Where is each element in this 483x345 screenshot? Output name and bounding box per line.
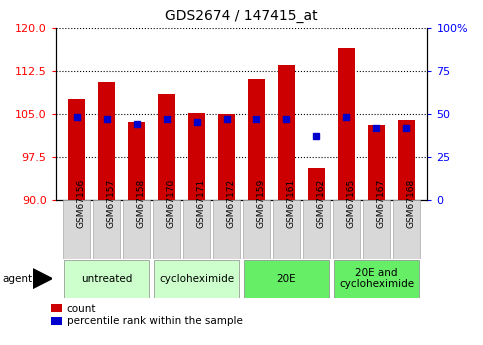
- Text: GSM67161: GSM67161: [286, 178, 296, 228]
- Bar: [363, 200, 390, 259]
- Text: GSM67158: GSM67158: [137, 178, 145, 228]
- Text: GSM67168: GSM67168: [407, 178, 415, 228]
- Bar: [393, 200, 420, 259]
- Legend: count, percentile rank within the sample: count, percentile rank within the sample: [51, 304, 242, 326]
- Bar: [243, 259, 329, 298]
- Text: GSM67172: GSM67172: [227, 178, 236, 228]
- Text: GSM67162: GSM67162: [316, 178, 326, 228]
- Bar: [158, 94, 175, 200]
- Text: GSM67170: GSM67170: [167, 178, 175, 228]
- Bar: [273, 200, 300, 259]
- Bar: [368, 125, 385, 200]
- Bar: [68, 99, 85, 200]
- Bar: [243, 200, 270, 259]
- Bar: [63, 200, 90, 259]
- Text: GSM67167: GSM67167: [376, 178, 385, 228]
- Text: GSM67156: GSM67156: [76, 178, 85, 228]
- Bar: [334, 259, 419, 298]
- Bar: [93, 200, 120, 259]
- Bar: [128, 122, 145, 200]
- Bar: [183, 200, 210, 259]
- Polygon shape: [33, 269, 52, 288]
- Text: GDS2674 / 147415_at: GDS2674 / 147415_at: [165, 9, 318, 23]
- Text: cycloheximide: cycloheximide: [159, 274, 234, 284]
- Bar: [338, 48, 355, 200]
- Bar: [218, 114, 235, 200]
- Bar: [398, 120, 415, 200]
- Bar: [303, 200, 330, 259]
- Text: 20E: 20E: [277, 274, 296, 284]
- Text: GSM67159: GSM67159: [256, 178, 266, 228]
- Bar: [64, 259, 149, 298]
- Bar: [308, 168, 325, 200]
- Text: GSM67157: GSM67157: [107, 178, 115, 228]
- Bar: [278, 65, 295, 200]
- Bar: [213, 200, 240, 259]
- Text: GSM67165: GSM67165: [346, 178, 355, 228]
- Text: untreated: untreated: [81, 274, 132, 284]
- Bar: [153, 200, 180, 259]
- Text: agent: agent: [2, 274, 32, 284]
- Bar: [98, 82, 115, 200]
- Bar: [154, 259, 240, 298]
- Bar: [188, 113, 205, 200]
- Text: 20E and
cycloheximide: 20E and cycloheximide: [339, 268, 414, 289]
- Bar: [248, 79, 265, 200]
- Bar: [333, 200, 360, 259]
- Text: GSM67171: GSM67171: [197, 178, 205, 228]
- Bar: [123, 200, 150, 259]
